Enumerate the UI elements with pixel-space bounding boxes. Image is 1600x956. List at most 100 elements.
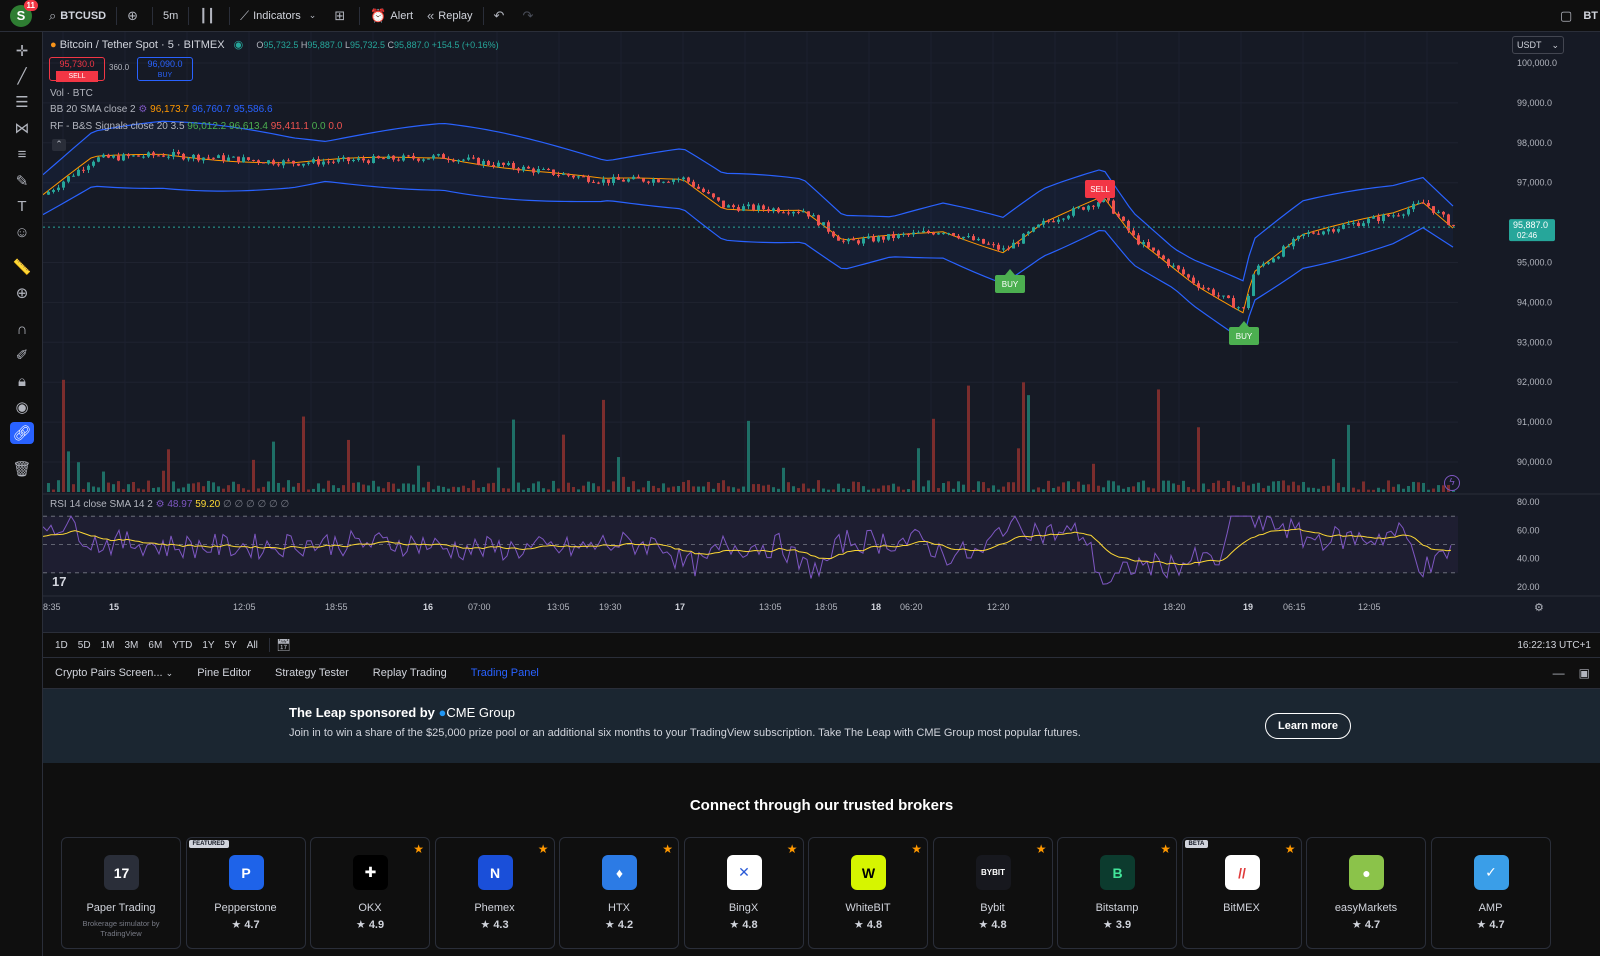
candle-body xyxy=(1177,265,1180,270)
templates-button[interactable]: ⊞ xyxy=(327,0,356,32)
tab-replay-trading[interactable]: Replay Trading xyxy=(372,667,447,679)
lock-icon[interactable]: 🔒︎ xyxy=(18,372,26,390)
settings-icon[interactable]: ⚙ xyxy=(155,499,165,510)
broker-card-whitebit[interactable]: W WhiteBIT ★ 4.8 ★ xyxy=(808,837,928,949)
candle-body xyxy=(572,175,575,178)
trash-icon[interactable]: 🗑︎ xyxy=(12,461,32,478)
timeframe-6m[interactable]: 6M xyxy=(148,639,163,651)
zoom-in-icon[interactable]: ⊕ xyxy=(15,285,29,302)
currency-select[interactable]: USDT ⌄ xyxy=(1512,36,1564,54)
pitchfork-icon[interactable]: ⋈ xyxy=(14,120,30,137)
timeframe-1d[interactable]: 1D xyxy=(55,639,68,651)
signal-marker[interactable] xyxy=(1229,327,1259,345)
chart-type-button[interactable]: ┃┃ xyxy=(192,0,226,32)
volume-bar xyxy=(577,489,580,492)
broker-card-okx[interactable]: ✚ OKX ★ 4.9 ★ xyxy=(310,837,430,949)
broker-rating: ★ 4.8 xyxy=(729,919,758,931)
broker-card-bitstamp[interactable]: B Bitstamp ★ 3.9 ★ xyxy=(1057,837,1177,949)
interval-button[interactable]: 5m xyxy=(163,9,179,22)
broker-card-paper-trading[interactable]: 17 Paper Trading Brokerage simulator by Tr… xyxy=(61,837,181,949)
indicators-button[interactable]: ⟋ Indicators ⌄ xyxy=(239,7,317,23)
text-tool-icon[interactable]: T xyxy=(17,197,27,215)
volume-bar xyxy=(232,481,235,492)
broker-card-easymarkets[interactable]: ● easyMarkets ★ 4.7 xyxy=(1306,837,1426,949)
favorite-star-icon[interactable]: ★ xyxy=(786,842,798,856)
candle-body xyxy=(1197,283,1200,288)
volume-bar xyxy=(1172,483,1175,492)
clock-timezone[interactable]: 16:22:13 UTC+1 xyxy=(1517,639,1591,651)
volume-bar xyxy=(842,488,845,492)
compare-symbol-button[interactable]: ⊕ xyxy=(120,0,149,32)
timeframe-1m[interactable]: 1M xyxy=(100,639,115,651)
volume-bar xyxy=(212,482,215,492)
signal-marker[interactable] xyxy=(1085,180,1115,198)
calendar-range-icon[interactable]: 📅︎ xyxy=(275,638,292,652)
favorite-star-icon[interactable]: ★ xyxy=(662,842,673,856)
tab-pine-editor[interactable]: Pine Editor xyxy=(197,667,252,679)
minimize-icon[interactable]: — xyxy=(1552,666,1565,680)
broker-card-bitmex[interactable]: // BitMEX BETA ★ xyxy=(1181,837,1302,949)
sell-price-button[interactable]: 95,730.0 SELL xyxy=(49,57,105,82)
fullscreen-button[interactable]: ▢ xyxy=(1553,0,1583,32)
broker-card-amp[interactable]: ✓ AMP ★ 4.7 xyxy=(1430,837,1551,949)
favorite-star-icon[interactable]: ★ xyxy=(1284,842,1296,856)
emoji-icon[interactable]: ☺ xyxy=(14,223,30,241)
learn-more-button[interactable]: Learn more xyxy=(1265,713,1351,739)
timeframe-5d[interactable]: 5D xyxy=(77,639,91,651)
broker-card-pepperstone[interactable]: P Pepperstone ★ 4.7 FEATURED xyxy=(185,837,306,949)
favorite-star-icon[interactable]: ★ xyxy=(911,842,922,856)
timeframe-3m[interactable]: 3M xyxy=(124,639,139,651)
ruler-icon[interactable]: 📏 xyxy=(12,259,32,276)
rsi-line xyxy=(43,514,1452,585)
favorite-star-icon[interactable]: ★ xyxy=(1035,842,1047,856)
trend-line-icon[interactable]: ╱ xyxy=(17,68,27,85)
volume-bar xyxy=(642,487,645,492)
volume-bar xyxy=(277,482,280,492)
brush-icon[interactable]: ✎ xyxy=(15,173,29,190)
buy-price-button[interactable]: 96,090.0 BUY xyxy=(137,57,193,81)
link-icon[interactable]: 🔗︎ xyxy=(10,422,34,444)
settings-icon[interactable]: ⚙ xyxy=(1534,602,1544,614)
signal-marker[interactable] xyxy=(995,275,1025,293)
favorite-star-icon[interactable]: ★ xyxy=(537,842,549,856)
price-axis-label: 93,000.0 xyxy=(1517,337,1552,347)
broker-card-bingx[interactable]: ✕ BingX ★ 4.8 ★ xyxy=(683,837,804,949)
star-icon: ★ xyxy=(355,919,369,931)
tab-trading-panel[interactable]: Trading Panel xyxy=(470,667,539,679)
candle-body xyxy=(1007,248,1010,250)
user-avatar[interactable]: S 11 xyxy=(10,0,38,27)
undo-button[interactable]: ↶ xyxy=(487,0,516,32)
chart-canvas[interactable]: 95,887.002:46 100,000.0 99,000.0 98,000.0 97… xyxy=(43,32,1600,632)
favorite-star-icon[interactable]: ★ xyxy=(413,842,424,856)
timeframe-all[interactable]: All xyxy=(246,639,258,651)
crosshair-icon[interactable]: ✛ xyxy=(15,43,29,60)
candle-body xyxy=(737,207,740,211)
volume-bar xyxy=(282,487,285,492)
chart-pane[interactable]: 95,887.0 02:46 100,000.0 99,000.0 98,000.0 97… xyxy=(43,32,1600,632)
tab-crypto-screener[interactable]: Crypto Pairs Screen... ⌄ xyxy=(55,667,174,679)
timeframe-ytd[interactable]: YTD xyxy=(172,639,193,651)
paper-trading-logo-icon: 17 xyxy=(104,855,139,890)
replay-button[interactable]: «Replay xyxy=(427,8,473,23)
collapse-legend-button[interactable]: ⌃ xyxy=(52,139,66,151)
horizontal-lines-icon[interactable]: ☰ xyxy=(15,94,29,111)
broker-card-htx[interactable]: ♦ HTX ★ 4.2 ★ xyxy=(559,837,679,949)
fib-retracement-icon[interactable]: ≡ xyxy=(17,145,27,163)
eye-icon[interactable]: ◉ xyxy=(15,399,29,416)
favorite-star-icon[interactable]: ★ xyxy=(1160,842,1171,856)
broker-card-phemex[interactable]: N Phemex ★ 4.3 ★ xyxy=(434,837,555,949)
lightning-icon[interactable]: ϟ xyxy=(1444,475,1460,491)
volume-bar xyxy=(222,488,225,492)
maximize-icon[interactable]: ▣ xyxy=(1578,666,1590,680)
magnet-icon[interactable]: ∩ xyxy=(16,320,28,338)
timeframe-5y[interactable]: 5Y xyxy=(224,639,237,651)
symbol-search-button[interactable]: ⌕ BTCUSD xyxy=(49,7,107,23)
alert-button[interactable]: ⏰ Alert xyxy=(370,7,414,23)
tab-strategy-tester[interactable]: Strategy Tester xyxy=(275,667,349,679)
draw-mode-icon[interactable]: ✐ xyxy=(15,347,29,364)
settings-icon[interactable]: ⚙ xyxy=(138,104,148,115)
broker-card-bybit[interactable]: BYBIT Bybit ★ 4.8 ★ xyxy=(932,837,1053,949)
candle-body xyxy=(157,155,160,157)
redo-button[interactable]: ↷ xyxy=(515,0,544,32)
timeframe-1y[interactable]: 1Y xyxy=(202,639,215,651)
